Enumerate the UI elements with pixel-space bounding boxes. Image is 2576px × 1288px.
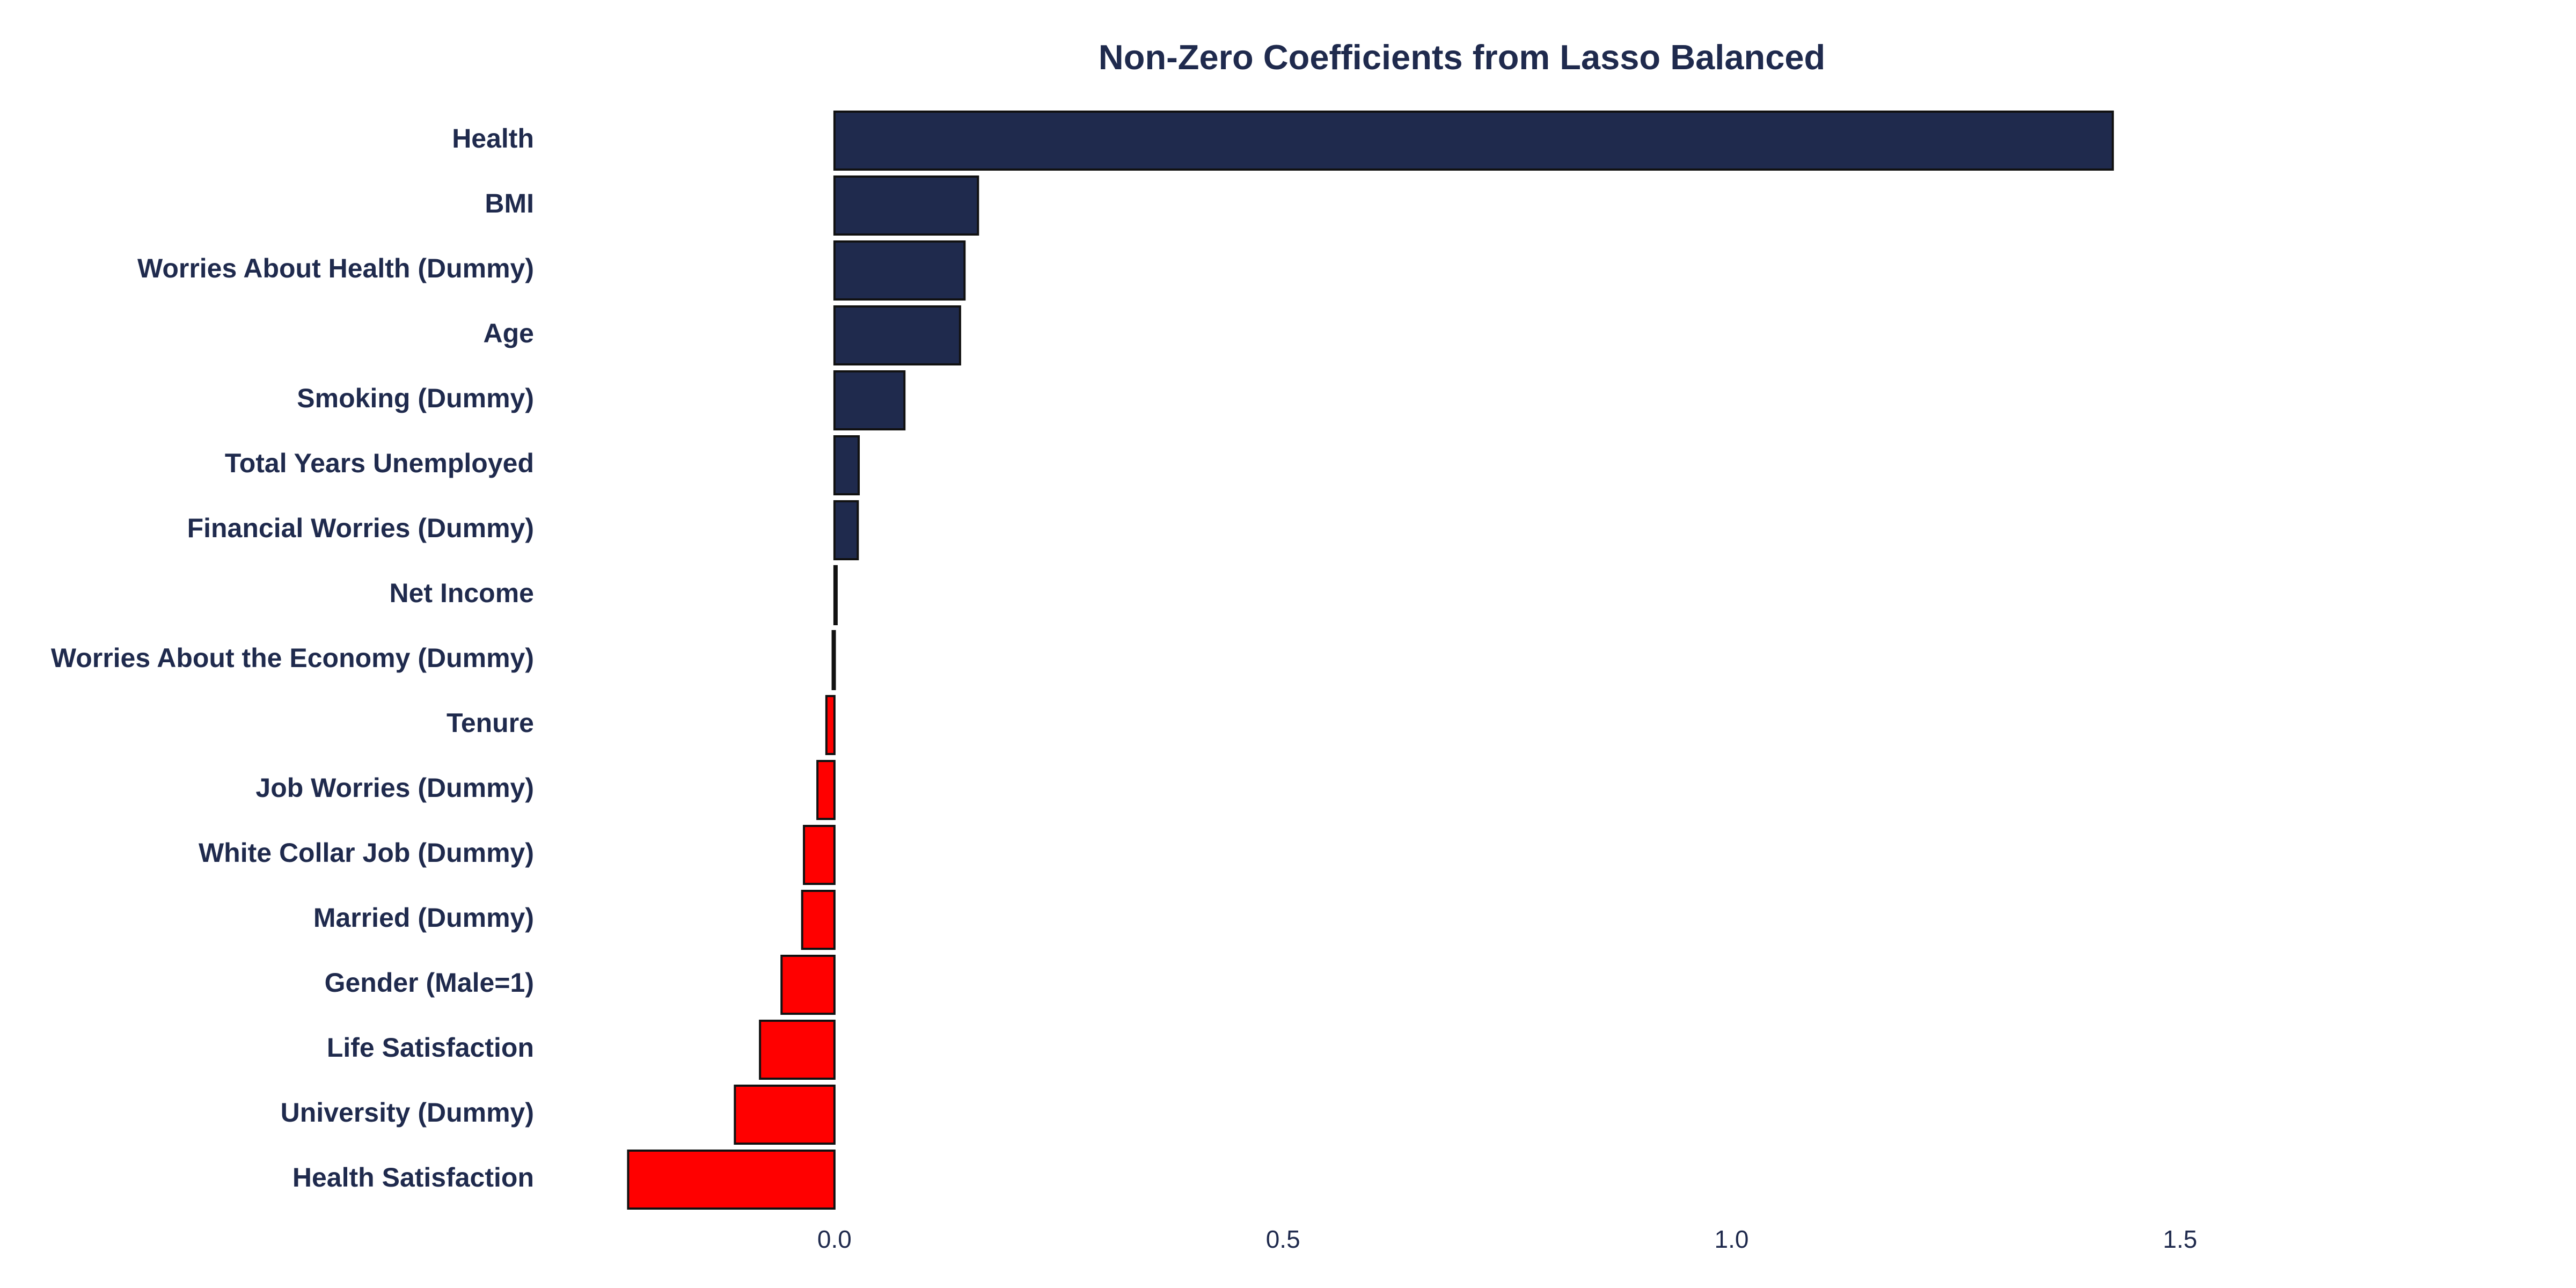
x-tick-label: 1.5 bbox=[2163, 1225, 2197, 1253]
bar-gender-male-1 bbox=[780, 955, 836, 1015]
bar-net-income bbox=[833, 565, 838, 625]
category-label: Smoking (Dummy) bbox=[297, 383, 534, 413]
bar-bmi bbox=[833, 175, 979, 236]
x-tick-label: 1.0 bbox=[1714, 1225, 1748, 1253]
bar-worries-about-the-economy-dummy bbox=[831, 630, 836, 690]
category-label: Health bbox=[452, 123, 534, 153]
category-label: Total Years Unemployed bbox=[225, 448, 534, 478]
category-label: Financial Worries (Dummy) bbox=[187, 513, 534, 543]
bar-health bbox=[833, 111, 2114, 171]
category-label: Worries About Health (Dummy) bbox=[137, 253, 534, 283]
category-label: Married (Dummy) bbox=[313, 903, 534, 933]
category-label: Job Worries (Dummy) bbox=[255, 773, 534, 803]
category-label: University (Dummy) bbox=[281, 1097, 534, 1128]
bar-married-dummy bbox=[801, 890, 836, 950]
category-label: White Collar Job (Dummy) bbox=[199, 838, 534, 868]
bars-group bbox=[627, 111, 2114, 1210]
category-label: Tenure bbox=[447, 708, 534, 738]
bar-worries-about-health-dummy bbox=[833, 240, 966, 301]
chart-title: Non-Zero Coefficients from Lasso Balance… bbox=[1099, 38, 1825, 77]
category-label: Life Satisfaction bbox=[327, 1033, 534, 1063]
bar-total-years-unemployed bbox=[833, 435, 860, 495]
category-label: Net Income bbox=[389, 578, 534, 608]
category-labels-group: Health BMI Worries About Health (Dummy) Age… bbox=[51, 123, 534, 1192]
bar-tenure bbox=[825, 695, 836, 755]
category-label: BMI bbox=[485, 188, 534, 218]
bar-smoking-dummy bbox=[833, 370, 906, 430]
bar-age bbox=[833, 305, 961, 365]
category-label: Health Satisfaction bbox=[292, 1162, 534, 1192]
bar-job-worries-dummy bbox=[816, 760, 836, 820]
bar-white-collar-job-dummy bbox=[803, 825, 836, 885]
x-tick-label: 0.5 bbox=[1266, 1225, 1300, 1253]
bar-life-satisfaction bbox=[759, 1020, 836, 1080]
x-tick-label: 0.0 bbox=[817, 1225, 852, 1253]
bar-university-dummy bbox=[734, 1085, 836, 1145]
category-label: Worries About the Economy (Dummy) bbox=[51, 643, 534, 673]
category-label: Gender (Male=1) bbox=[325, 968, 534, 998]
bar-health-satisfaction bbox=[627, 1150, 836, 1210]
x-tick-labels-group: 0.0 0.5 1.0 1.5 bbox=[817, 1225, 2197, 1253]
category-label: Age bbox=[484, 318, 534, 348]
bar-financial-worries-dummy bbox=[833, 500, 859, 560]
